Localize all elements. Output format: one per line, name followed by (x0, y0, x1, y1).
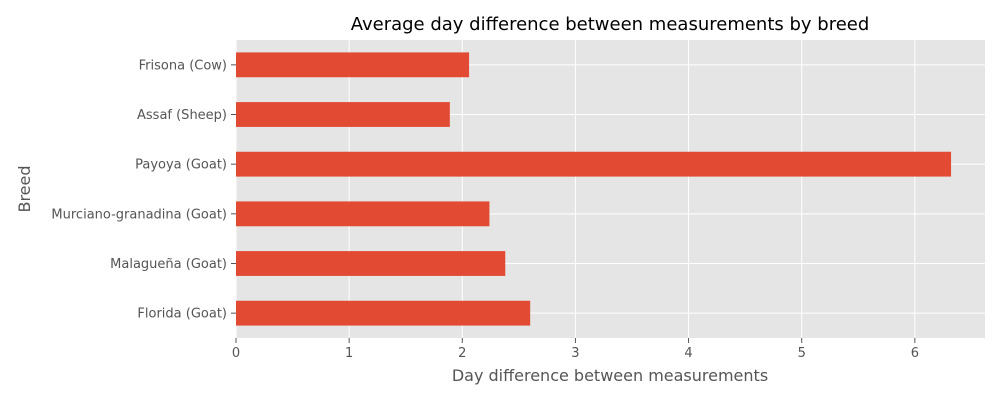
y-tick-label: Malagueña (Goat) (110, 257, 227, 272)
y-tick-label: Florida (Goat) (137, 307, 227, 322)
x-tick-label: 1 (345, 346, 353, 361)
x-tick-label: 4 (684, 346, 692, 361)
y-tick-label: Payoya (Goat) (135, 158, 227, 173)
plot-area (236, 40, 985, 338)
x-axis-label: Day difference between measurements (452, 366, 768, 385)
y-ticks: Frisona (Cow) Assaf (Sheep) Payoya (Goat) M… (51, 58, 236, 322)
bar (236, 251, 506, 276)
chart-title: Average day difference between measureme… (351, 14, 870, 35)
x-tick-label: 0 (232, 346, 240, 361)
y-axis-label: Breed (15, 165, 34, 212)
y-tick-label: Assaf (Sheep) (137, 108, 227, 123)
y-tick-label: Frisona (Cow) (139, 58, 227, 73)
bar (236, 201, 490, 227)
bar (236, 52, 470, 78)
x-tick-label: 2 (458, 346, 466, 361)
bar (236, 102, 450, 127)
bar (236, 151, 952, 177)
x-tick-label: 6 (911, 346, 919, 361)
x-tick-label: 5 (798, 346, 806, 361)
x-tick-label: 3 (571, 346, 579, 361)
bars (236, 52, 952, 326)
x-ticks: 0 1 2 3 4 5 6 (232, 338, 919, 361)
bar (236, 300, 531, 326)
y-tick-label: Murciano-granadina (Goat) (51, 207, 227, 222)
